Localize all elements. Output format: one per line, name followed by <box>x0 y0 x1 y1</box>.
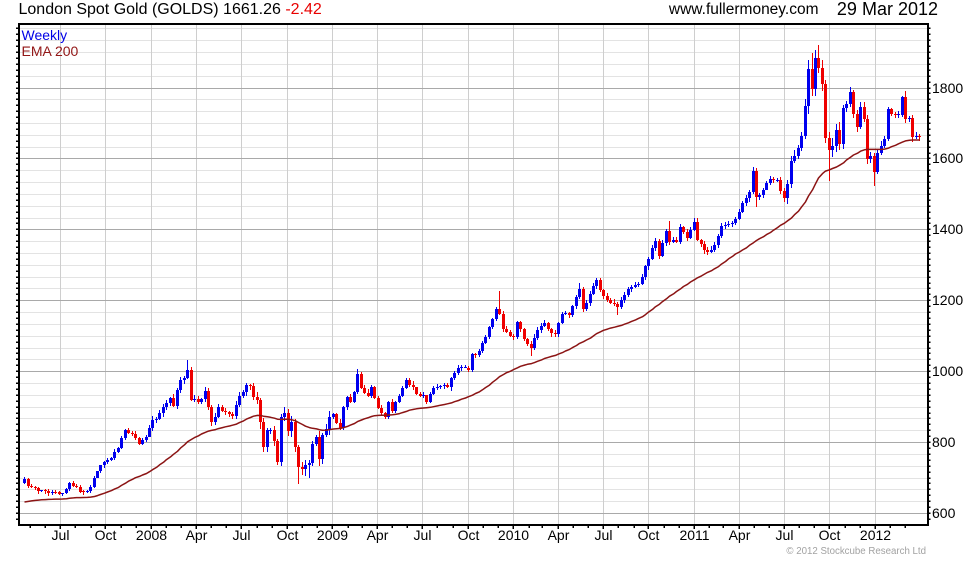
svg-text:2009: 2009 <box>317 527 348 543</box>
svg-text:2010: 2010 <box>498 527 529 543</box>
svg-text:London Spot Gold (GOLDS) 1661.: London Spot Gold (GOLDS) 1661.26 -2.42 <box>19 1 322 18</box>
svg-text:1000: 1000 <box>932 363 963 379</box>
svg-text:1400: 1400 <box>932 221 963 237</box>
svg-text:Weekly: Weekly <box>22 27 68 43</box>
svg-text:Apr: Apr <box>729 527 751 543</box>
svg-text:29 Mar 2012: 29 Mar 2012 <box>837 0 938 19</box>
svg-text:800: 800 <box>932 434 956 450</box>
svg-text:Jul: Jul <box>776 527 794 543</box>
svg-text:Apr: Apr <box>548 527 570 543</box>
svg-text:Jul: Jul <box>233 527 251 543</box>
svg-text:Apr: Apr <box>186 527 208 543</box>
svg-text:Oct: Oct <box>819 527 841 543</box>
svg-text:Oct: Oct <box>95 527 117 543</box>
svg-text:2008: 2008 <box>136 527 167 543</box>
svg-text:1600: 1600 <box>932 150 963 166</box>
svg-text:2012: 2012 <box>860 527 891 543</box>
svg-text:600: 600 <box>932 505 956 521</box>
svg-text:www.fullermoney.com: www.fullermoney.com <box>668 1 819 18</box>
svg-text:Oct: Oct <box>277 527 299 543</box>
svg-text:EMA 200: EMA 200 <box>22 43 79 59</box>
svg-text:Oct: Oct <box>458 527 480 543</box>
svg-text:Oct: Oct <box>638 527 660 543</box>
svg-text:Jul: Jul <box>595 527 613 543</box>
svg-text:1800: 1800 <box>932 80 963 96</box>
svg-text:Jul: Jul <box>52 527 70 543</box>
svg-text:Jul: Jul <box>414 527 432 543</box>
svg-text:2011: 2011 <box>679 527 709 543</box>
svg-text:Apr: Apr <box>367 527 389 543</box>
svg-text:1200: 1200 <box>932 292 963 308</box>
svg-text:© 2012 Stockcube Research Ltd: © 2012 Stockcube Research Ltd <box>786 546 926 557</box>
